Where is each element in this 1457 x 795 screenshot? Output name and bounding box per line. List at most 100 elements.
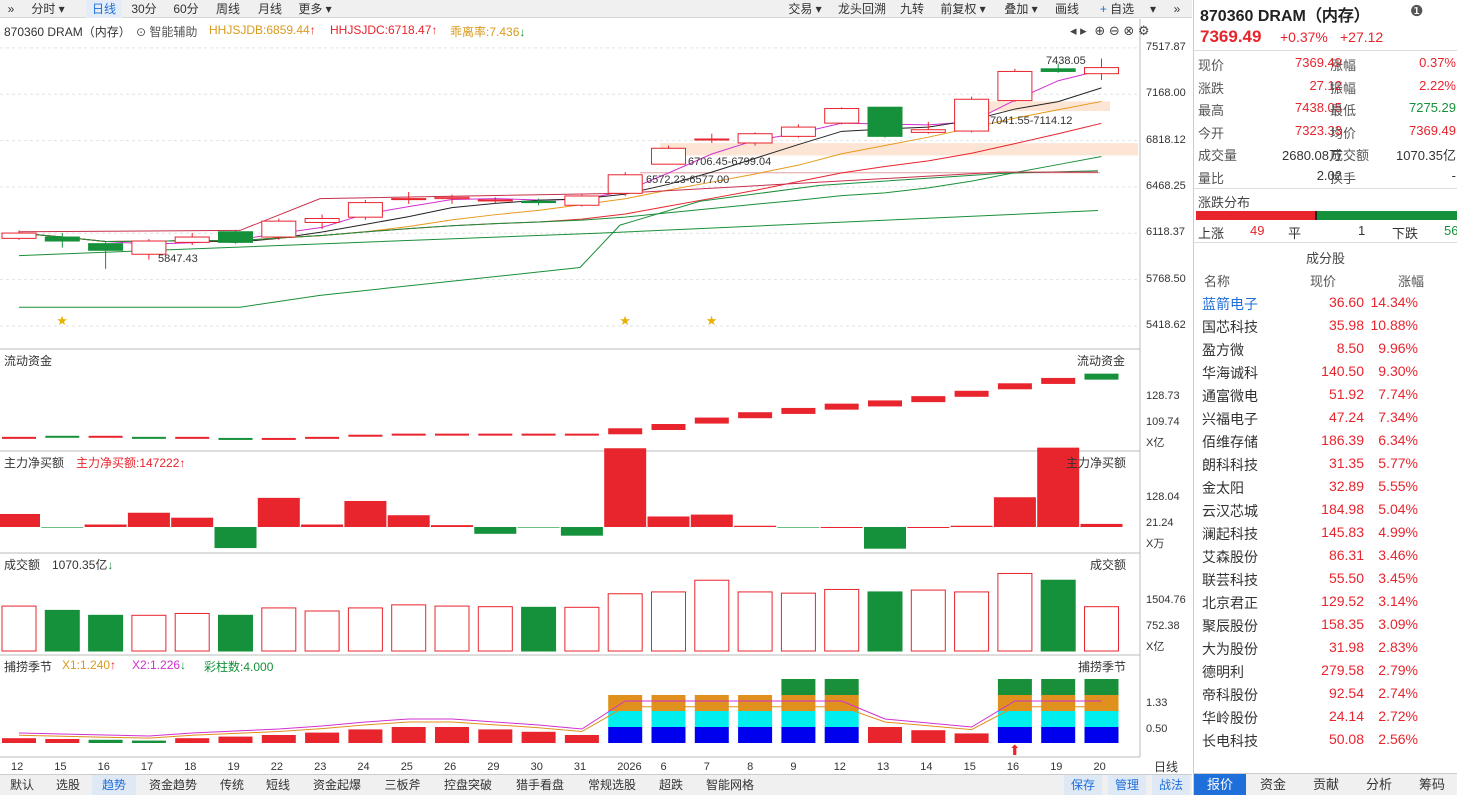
season-bar-seg: [1041, 679, 1076, 695]
component-name[interactable]: 佰维存储: [1202, 434, 1258, 450]
component-name[interactable]: 国芯科技: [1202, 319, 1258, 335]
season-bar: [391, 727, 426, 743]
strategy-tab[interactable]: 资金趋势: [148, 778, 197, 792]
tab-30min[interactable]: 30分: [131, 2, 157, 16]
season-x1: X1:1.240↑: [62, 658, 117, 672]
prev-icon[interactable]: ◂: [1070, 23, 1077, 38]
strategy-tab[interactable]: 控盘突破: [443, 778, 492, 792]
component-name[interactable]: 北京君正: [1202, 595, 1258, 611]
col-change-header[interactable]: 涨幅: [1398, 274, 1425, 289]
date-tick: 16: [1006, 761, 1020, 773]
zoom-in-icon[interactable]: ⊕: [1094, 23, 1106, 38]
component-name[interactable]: 聚辰股份: [1202, 618, 1258, 634]
chart-canvas[interactable]: ★ ★ ★ ⬆: [0, 19, 1192, 759]
trade-menu[interactable]: 交易 ▾: [788, 2, 822, 16]
mainnet-bar: [647, 516, 690, 527]
strategy-button[interactable]: 战法: [1152, 775, 1190, 795]
right-tab[interactable]: 报价: [1194, 774, 1246, 795]
up-arrow-icon: ↑: [431, 23, 438, 37]
watchlist-chevron-icon[interactable]: ▾: [1149, 2, 1157, 16]
tab-weekly[interactable]: 周线: [215, 2, 240, 16]
flow-bar: [175, 436, 210, 439]
tab-60min[interactable]: 60分: [173, 2, 199, 16]
season-bar: [261, 735, 296, 743]
strategy-tab[interactable]: 超跌: [658, 778, 683, 792]
component-name[interactable]: 华海诚科: [1202, 365, 1258, 381]
component-name[interactable]: 朗科科技: [1202, 457, 1258, 473]
date-tick: 19: [227, 761, 240, 773]
info-icon[interactable]: ❶: [1410, 3, 1424, 20]
season-bar-seg: [651, 695, 686, 711]
right-tab[interactable]: 贡献: [1312, 777, 1339, 792]
manage-button[interactable]: 管理: [1108, 775, 1146, 795]
strategy-tab[interactable]: 猎手看盘: [515, 778, 564, 792]
strategy-tab[interactable]: 默认: [9, 778, 34, 792]
close-icon[interactable]: ⊗: [1123, 23, 1135, 38]
strategy-tab[interactable]: 短线: [265, 778, 290, 792]
strategy-tab[interactable]: 智能网格: [705, 778, 754, 792]
save-button[interactable]: 保存: [1064, 775, 1102, 795]
tab-intraday[interactable]: 分时 ▾: [31, 2, 65, 16]
nine-turn-button[interactable]: 九转: [899, 2, 924, 16]
strategy-tab[interactable]: 传统: [219, 778, 244, 792]
component-name[interactable]: 艾森股份: [1202, 549, 1258, 565]
candle-body: [1, 232, 37, 239]
flow-unit: X亿: [1146, 437, 1165, 449]
component-name[interactable]: 澜起科技: [1202, 526, 1258, 542]
volume-bar: [1, 605, 37, 652]
zoom-out-icon[interactable]: ⊖: [1108, 23, 1120, 38]
component-name[interactable]: 长电科技: [1202, 733, 1258, 749]
volume-bar: [564, 606, 600, 652]
season-bar-seg: [694, 711, 729, 727]
tab-daily[interactable]: 日线: [86, 0, 122, 18]
leader-review-button[interactable]: 龙头回溯: [837, 2, 886, 16]
strategy-tab[interactable]: 三板斧: [384, 778, 421, 792]
right-tab[interactable]: 分析: [1365, 777, 1392, 792]
col-price-header[interactable]: 现价: [1310, 274, 1337, 289]
col-name-header[interactable]: 名称: [1204, 274, 1231, 289]
component-name[interactable]: 德明利: [1202, 664, 1244, 680]
kline-chart[interactable]: ★ ★ ★ ⬆ 870360 DRAM（内存） ⊙ 智能辅助 HHJSJDB:6859…: [0, 19, 1192, 774]
component-name[interactable]: 大为股份: [1202, 641, 1258, 657]
season-bar: [478, 729, 513, 743]
quote-label: 均价: [1330, 125, 1357, 141]
component-name[interactable]: 通富微电: [1202, 388, 1258, 404]
component-name[interactable]: 华岭股份: [1202, 710, 1258, 726]
season-bar: [348, 729, 383, 743]
right-tab[interactable]: 筹码: [1418, 777, 1445, 792]
component-name[interactable]: 云汉芯城: [1202, 503, 1258, 519]
volume-bar: [521, 606, 557, 652]
mainnet-bar: [734, 525, 777, 527]
high-annotation: 7438.05: [1046, 55, 1086, 67]
strategy-tab[interactable]: 趋势: [92, 775, 136, 795]
flow-panel-title-right: 流动资金: [1077, 354, 1126, 368]
candle-body: [304, 217, 340, 223]
component-name[interactable]: 兴福电子: [1202, 411, 1258, 427]
strategy-tab[interactable]: 常规选股: [587, 778, 636, 792]
overlay-menu[interactable]: 叠加 ▾: [1004, 2, 1038, 16]
draw-button[interactable]: 画线: [1054, 2, 1079, 16]
price-tick: 5418.62: [1146, 318, 1186, 331]
date-tick: 12: [11, 761, 24, 773]
expand-chevron-icon[interactable]: »: [1173, 2, 1181, 16]
season-bar-seg: [997, 711, 1032, 727]
adjust-menu[interactable]: 前复权 ▾: [940, 2, 986, 16]
tab-monthly[interactable]: 月线: [257, 2, 282, 16]
component-name[interactable]: 联芸科技: [1202, 572, 1258, 588]
component-name[interactable]: 盈方微: [1202, 342, 1244, 358]
volume-bar: [88, 614, 124, 652]
component-name[interactable]: 帝科股份: [1202, 687, 1258, 703]
mainnet-bar: [474, 527, 517, 534]
component-name[interactable]: 蓝箭电子: [1202, 296, 1258, 312]
next-icon[interactable]: ▸: [1080, 23, 1087, 38]
collapse-chevron-icon[interactable]: »: [7, 2, 15, 16]
settings-icon[interactable]: ⚙: [1137, 23, 1150, 38]
strategy-tab[interactable]: 选股: [55, 778, 80, 792]
right-tab[interactable]: 资金: [1259, 777, 1286, 792]
add-watchlist-button[interactable]: + 自选: [1099, 2, 1135, 16]
mainnet-bar: [1080, 523, 1123, 527]
component-name[interactable]: 金太阳: [1202, 480, 1244, 496]
strategy-tab[interactable]: 资金起爆: [312, 778, 361, 792]
tab-more[interactable]: 更多 ▾: [298, 2, 332, 16]
smart-assist-toggle[interactable]: ⊙ 智能辅助: [136, 25, 198, 39]
